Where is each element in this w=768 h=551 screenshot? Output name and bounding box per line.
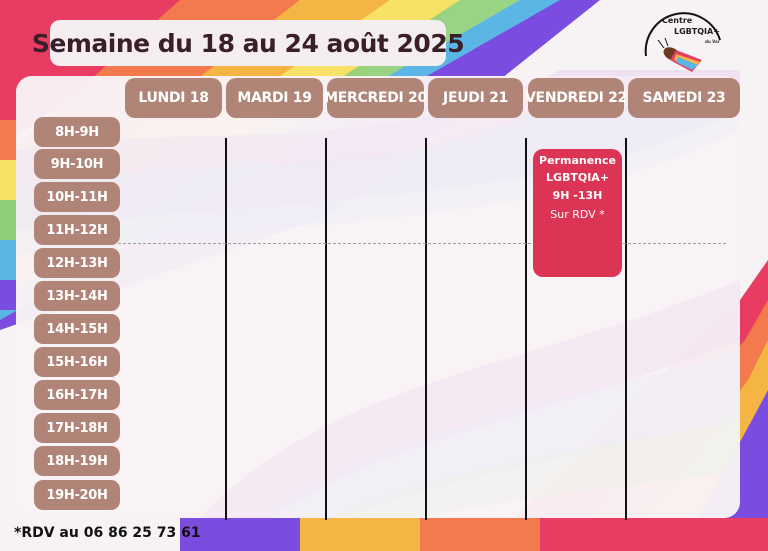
event-permanence[interactable]: Permanence LGBTQIA+ 9H -13H Sur RDV *	[533, 149, 622, 277]
day-header-samedi: SAMEDI 23	[628, 78, 740, 118]
column-divider	[425, 138, 427, 520]
schedule-panel	[16, 76, 740, 518]
day-header-mercredi: MERCREDI 20	[324, 78, 427, 118]
time-slot: 9H-10H	[34, 149, 120, 179]
column-divider	[325, 138, 327, 520]
day-header-mardi: MARDI 19	[226, 78, 323, 118]
time-slot: 18H-19H	[34, 446, 120, 476]
time-slot: 13H-14H	[34, 281, 120, 311]
day-header-vendredi: VENDREDI 22	[525, 78, 627, 118]
day-header-jeudi: JEUDI 21	[428, 78, 523, 118]
cicada-icon	[644, 12, 721, 72]
logo-line2: LGBTQIA+	[674, 27, 720, 36]
page-title: Semaine du 18 au 24 août 2025	[32, 20, 465, 66]
logo-line3: du Var	[705, 39, 720, 44]
time-slot: 10H-11H	[34, 182, 120, 212]
time-slot: 14H-15H	[34, 314, 120, 344]
footnote-rdv: *RDV au 06 86 25 73 61	[14, 525, 201, 541]
event-time: 9H -13H	[552, 189, 603, 202]
time-slot: 15H-16H	[34, 347, 120, 377]
column-divider	[225, 138, 227, 520]
time-slot: 17H-18H	[34, 413, 120, 443]
logo-line1: Centre	[662, 16, 693, 25]
time-slot: 11H-12H	[34, 215, 120, 245]
column-divider	[525, 138, 527, 520]
noon-divider	[118, 243, 726, 244]
time-slot: 12H-13H	[34, 248, 120, 278]
day-header-lundi: LUNDI 18	[125, 78, 222, 118]
time-slot: 8H-9H	[34, 117, 120, 147]
logo: Centre LGBTQIA+ du Var	[640, 10, 726, 74]
event-note: Sur RDV *	[550, 208, 605, 221]
column-divider	[625, 138, 627, 520]
event-subtitle: LGBTQIA+	[545, 171, 610, 184]
time-slot: 16H-17H	[34, 380, 120, 410]
event-title: Permanence	[539, 154, 616, 167]
time-slot: 19H-20H	[34, 480, 120, 510]
